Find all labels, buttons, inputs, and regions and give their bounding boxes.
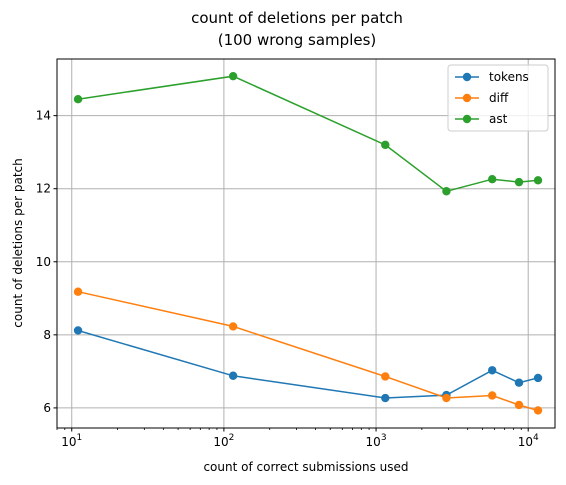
y-tick-label: 12: [36, 182, 51, 196]
x-tick-label: 102: [213, 433, 234, 449]
legend-box: [447, 64, 549, 132]
y-tick-label: 10: [36, 255, 51, 269]
chart-title-line-1: count of deletions per patch: [191, 9, 403, 27]
y-axis-label: count of deletions per patch: [11, 158, 25, 327]
x-axis-label: count of correct submissions used: [203, 460, 408, 474]
plot-frame: [56, 58, 556, 429]
data-point-tokens: [514, 378, 524, 387]
chart-title-line-2: (100 wrong samples): [218, 31, 377, 49]
data-point-ast: [381, 140, 390, 150]
data-point-ast: [73, 94, 83, 104]
data-point-diff: [228, 322, 238, 331]
axis-ticks: 6 8 10 12 14 101 102 103 104: [36, 109, 539, 449]
grid-lines: [57, 59, 555, 428]
data-point-ast: [533, 176, 543, 185]
data-point-ast: [442, 187, 451, 196]
legend-label-diff: diff: [489, 91, 509, 105]
y-tick-label: 14: [36, 109, 51, 123]
x-tick-label: 104: [518, 433, 539, 449]
legend-label-ast: ast: [489, 112, 508, 126]
x-tick-label: 101: [61, 433, 82, 449]
data-point-ast: [488, 174, 497, 184]
data-point-diff: [381, 372, 390, 381]
series-line-tokens: [77, 329, 539, 399]
y-tick-label: 8: [43, 328, 51, 342]
legend-marker-ast: [462, 114, 472, 124]
data-point-tokens: [228, 371, 238, 380]
legend-marker-diff: [462, 93, 472, 103]
data-point-diff: [514, 400, 524, 410]
legend-label-tokens: tokens: [489, 70, 529, 84]
legend-marker-tokens: [462, 72, 472, 82]
data-point-tokens: [488, 366, 497, 375]
data-point-tokens: [381, 393, 390, 403]
data-point-ast: [228, 71, 238, 81]
data-point-tokens: [533, 373, 543, 383]
legend: tokens diff ast: [447, 64, 549, 132]
y-tick-label: 6: [43, 401, 51, 415]
data-point-diff: [73, 287, 83, 296]
data-point-diff: [488, 391, 497, 400]
data-point-diff: [442, 393, 451, 403]
x-tick-label: 103: [366, 433, 387, 449]
data-series: [73, 71, 543, 415]
data-point-ast: [514, 177, 524, 187]
data-point-diff: [533, 406, 543, 415]
data-point-tokens: [73, 326, 83, 335]
